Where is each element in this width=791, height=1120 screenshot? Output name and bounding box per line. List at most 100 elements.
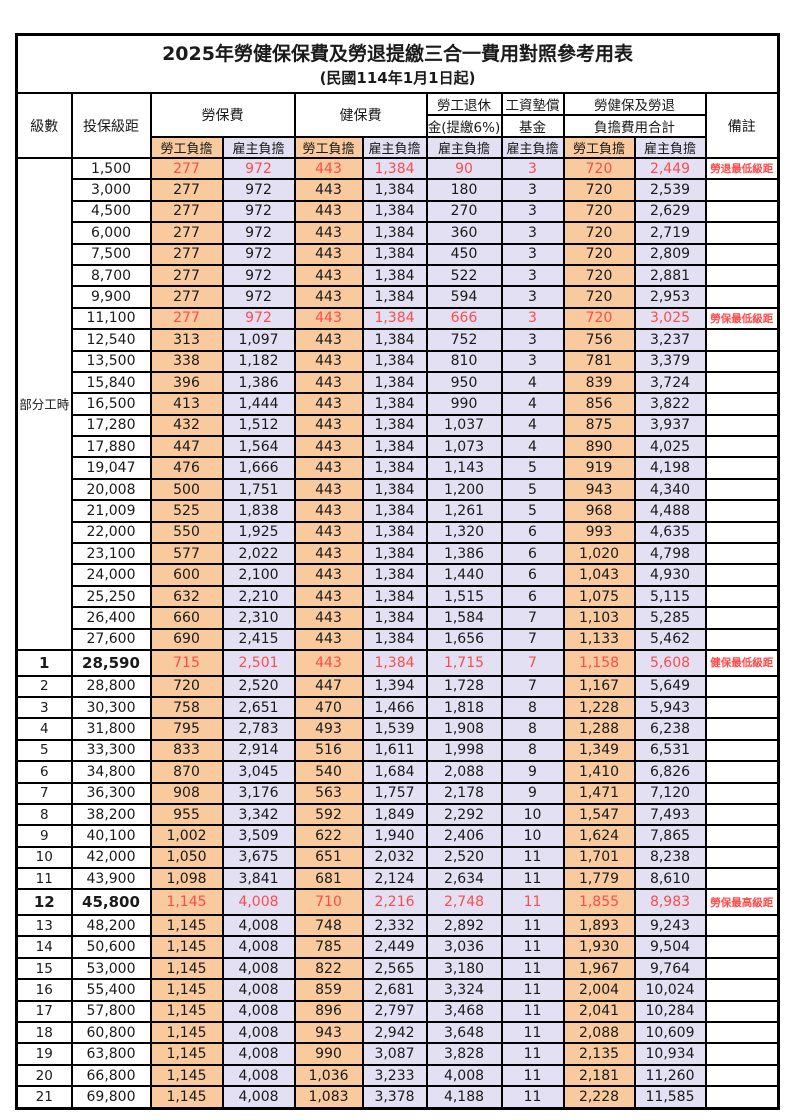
health_er-cell: 1,384 xyxy=(361,456,428,480)
labor_er-cell: 4,008 xyxy=(221,914,296,938)
level-cell: 4 xyxy=(15,717,73,741)
premium-reference-table: 2025年勞健保保費及勞退提繳三合一費用對照參考用表 (民國114年1月1日起)… xyxy=(15,33,781,1110)
fund_er-cell: 11 xyxy=(500,867,565,891)
table-row: 2 28,800 720 2,520 447 1,394 1,728 7 1,167 5,649 xyxy=(15,674,780,698)
labor_er-cell: 3,509 xyxy=(221,824,296,848)
table-row: 12,540 313 1,097 443 1,384 752 3 756 3,237 xyxy=(17,328,780,352)
pension_er-cell: 1,715 xyxy=(425,649,503,677)
remark-cell xyxy=(704,845,780,870)
bracket-cell: 4,500 xyxy=(70,199,152,224)
pension_er-cell: 522 xyxy=(425,263,503,288)
health_er-cell: 1,384 xyxy=(361,349,428,373)
health_emp-cell: 540 xyxy=(293,760,364,784)
fund_er-cell: 11 xyxy=(500,888,565,917)
health_er-cell: 1,384 xyxy=(361,649,428,677)
labor_emp-cell: 1,145 xyxy=(149,999,224,1024)
remark-cell xyxy=(704,520,780,545)
labor_er-cell: 1,182 xyxy=(221,349,296,373)
remark-cell xyxy=(704,370,780,395)
page-title: 2025年勞健保保費及勞退提繳三合一費用對照參考用表 xyxy=(162,43,633,66)
total_er-cell: 2,539 xyxy=(633,178,707,202)
total_emp-cell: 1,075 xyxy=(562,584,636,609)
table-row: 13,500 338 1,182 443 1,384 810 3 781 3,379 xyxy=(17,349,780,373)
total_emp-cell: 2,041 xyxy=(562,999,636,1024)
fund_er-cell: 10 xyxy=(500,824,565,848)
labor_emp-cell: 1,098 xyxy=(149,867,224,891)
health_emp-cell: 681 xyxy=(293,867,364,891)
total_er-cell: 3,724 xyxy=(633,370,707,395)
total_er-cell: 8,983 xyxy=(633,888,707,917)
level-cell: 10 xyxy=(15,845,73,870)
pension_er-cell: 1,998 xyxy=(425,738,503,763)
col-header-pension-line1: 勞工退休 xyxy=(425,92,503,116)
fund_er-cell: 8 xyxy=(500,695,565,720)
bracket-cell: 19,047 xyxy=(70,456,152,480)
health_emp-cell: 443 xyxy=(293,392,364,416)
labor_emp-cell: 413 xyxy=(149,392,224,416)
total_er-cell: 5,608 xyxy=(633,649,707,677)
labor_emp-cell: 1,145 xyxy=(149,956,224,981)
table-row: 26,400 660 2,310 443 1,384 1,584 7 1,103 5,285 xyxy=(17,606,780,630)
table-row: 14 50,600 1,145 4,008 785 2,449 3,036 11 1,930 9,… xyxy=(15,935,780,959)
total_er-cell: 8,610 xyxy=(633,867,707,891)
table-row: 9,900 277 972 443 1,384 594 3 720 2,953 xyxy=(17,285,780,309)
labor_emp-cell: 600 xyxy=(149,563,224,587)
bracket-cell: 17,880 xyxy=(70,435,152,459)
level-cell: 13 xyxy=(15,914,73,938)
labor_er-cell: 1,564 xyxy=(221,435,296,459)
labor_er-cell: 1,925 xyxy=(221,520,296,545)
pension_er-cell: 1,908 xyxy=(425,717,503,741)
total_er-cell: 6,826 xyxy=(633,760,707,784)
table-row: 19 63,800 1,145 4,008 990 3,087 3,828 11 2,135 10… xyxy=(15,1042,780,1066)
health_er-cell: 1,384 xyxy=(361,435,428,459)
total_er-cell: 2,629 xyxy=(633,199,707,224)
fund_er-cell: 11 xyxy=(500,914,565,938)
table-row: 27,600 690 2,415 443 1,384 1,656 7 1,133 5,462 xyxy=(17,627,780,652)
total_er-cell: 9,243 xyxy=(633,914,707,938)
labor_emp-cell: 690 xyxy=(149,627,224,652)
labor_emp-cell: 1,145 xyxy=(149,1063,224,1088)
labor_emp-cell: 632 xyxy=(149,584,224,609)
bracket-cell: 34,800 xyxy=(70,760,152,784)
total_emp-cell: 839 xyxy=(562,370,636,395)
health_emp-cell: 443 xyxy=(293,221,364,245)
fund_er-cell: 3 xyxy=(500,263,565,288)
level-cell: 21 xyxy=(15,1085,73,1110)
remark-cell: 勞保最高級距 xyxy=(704,888,780,917)
total_emp-cell: 720 xyxy=(562,199,636,224)
labor_er-cell: 972 xyxy=(221,199,296,224)
total_er-cell: 5,115 xyxy=(633,584,707,609)
table-title-cell: 2025年勞健保保費及勞退提繳三合一費用對照參考用表 (民國114年1月1日起) xyxy=(15,33,780,94)
labor_er-cell: 4,008 xyxy=(221,999,296,1024)
remark-cell xyxy=(704,199,780,224)
pension_er-cell: 3,468 xyxy=(425,999,503,1024)
table-row: 8,700 277 972 443 1,384 522 3 720 2,881 xyxy=(17,263,780,288)
remark-cell xyxy=(704,935,780,959)
health_emp-cell: 443 xyxy=(293,242,364,266)
health_emp-cell: 859 xyxy=(293,978,364,1002)
table-row: 6 34,800 870 3,045 540 1,684 2,088 9 1,410 6,826 xyxy=(15,760,780,784)
subheader-total-employee: 勞工負擔 xyxy=(562,136,636,159)
header-row-groups: 級數 投保級距 勞保費 健保費 勞工退休 工資墊償 勞健保及勞退 備註 xyxy=(15,92,780,159)
labor_emp-cell: 500 xyxy=(149,477,224,502)
fund_er-cell: 11 xyxy=(500,1021,565,1045)
subheader-fund-employer: 雇主負擔 xyxy=(500,136,565,159)
bracket-cell: 3,000 xyxy=(70,178,152,202)
labor_er-cell: 3,045 xyxy=(221,760,296,784)
health_emp-cell: 443 xyxy=(293,263,364,288)
labor_er-cell: 1,512 xyxy=(221,413,296,438)
pension_er-cell: 360 xyxy=(425,221,503,245)
total_emp-cell: 1,624 xyxy=(562,824,636,848)
pension_er-cell: 1,515 xyxy=(425,584,503,609)
bracket-cell: 21,009 xyxy=(70,499,152,523)
health_er-cell: 2,449 xyxy=(361,935,428,959)
fund_er-cell: 11 xyxy=(500,845,565,870)
labor_emp-cell: 277 xyxy=(149,306,224,331)
labor_er-cell: 3,176 xyxy=(221,781,296,805)
health_er-cell: 1,384 xyxy=(361,370,428,395)
health_emp-cell: 443 xyxy=(293,178,364,202)
health_er-cell: 2,797 xyxy=(361,999,428,1024)
total_er-cell: 7,493 xyxy=(633,802,707,827)
labor_emp-cell: 577 xyxy=(149,542,224,566)
fund_er-cell: 8 xyxy=(500,717,565,741)
